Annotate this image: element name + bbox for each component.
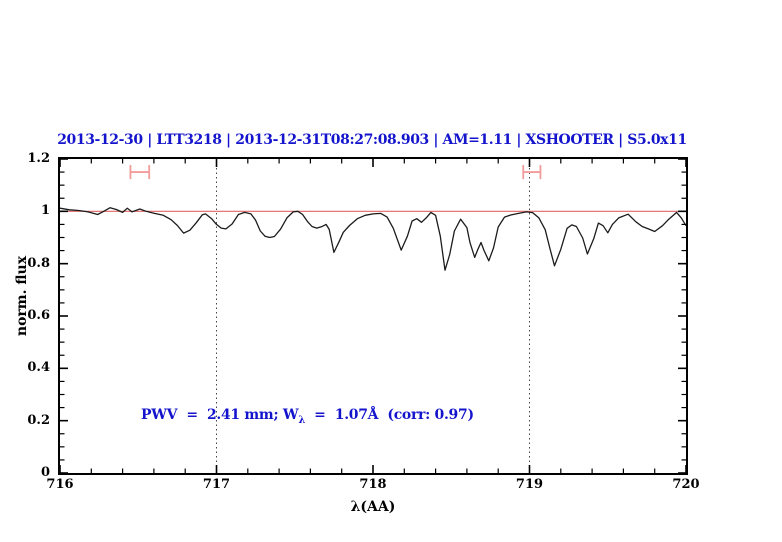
x-tick-label: 717 <box>202 477 231 492</box>
pwv-annotation-subscript: λ <box>298 415 306 426</box>
y-tick-label: 0.4 <box>27 360 50 376</box>
plot-title: 2013-12-30 | LTT3218 | 2013-12-31T08:27:… <box>57 132 687 148</box>
x-tick-label: 719 <box>515 477 544 492</box>
y-tick-label: 0.6 <box>27 308 50 323</box>
y-tick-label: 0 <box>40 465 50 480</box>
x-tick-label: 718 <box>359 477 387 492</box>
spectrum-canvas <box>60 159 686 473</box>
pwv-annotation-suffix: = 1.07Å (corr: 0.97) <box>305 407 474 423</box>
y-tick-label: 1.2 <box>27 151 50 166</box>
spectrum-line <box>60 207 686 271</box>
pwv-annotation: PWV = 2.41 mm; Wλ = 1.07Å (corr: 0.97) <box>141 407 474 426</box>
y-tick-label: 0.2 <box>27 412 50 428</box>
x-tick-label: 716 <box>46 477 74 492</box>
y-axis-tick-labels: 0 0.2 0.4 0.6 0.8 1 1.2 <box>0 151 54 480</box>
y-axis-title-text: norm. flux <box>14 255 30 337</box>
y-tick-label: 0.8 <box>27 255 50 271</box>
x-tick-label: 720 <box>672 477 700 492</box>
y-tick-label: 1 <box>40 203 50 219</box>
x-axis-title: λ(AA) <box>350 499 396 515</box>
x-axis-tick-labels: 716 717 718 719 720 <box>46 477 699 495</box>
plot-frame <box>58 157 688 475</box>
pwv-annotation-prefix: PWV = 2.41 mm; W <box>141 407 299 423</box>
